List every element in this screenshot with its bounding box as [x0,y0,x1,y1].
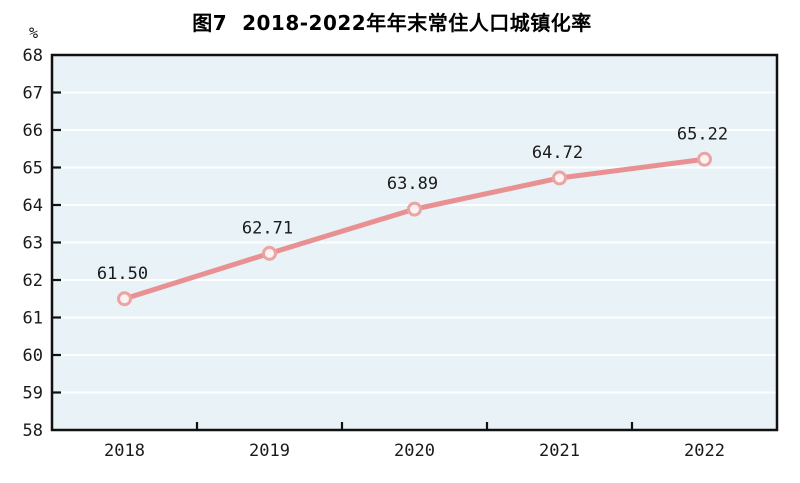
x-tick-label: 2019 [249,441,290,461]
x-tick-label: 2021 [539,441,580,461]
y-tick-label: 66 [23,121,43,141]
y-tick-label: 58 [23,421,43,441]
y-tick-label: 65 [23,159,43,179]
x-tick-label: 2018 [104,441,145,461]
data-point-marker [262,245,277,261]
y-tick-label: 60 [23,346,43,366]
y-tick-label: 67 [23,84,43,104]
y-tick-label: 62 [23,271,43,291]
data-point-marker [407,201,422,217]
y-tick-label: 68 [23,46,43,66]
y-tick-label: 59 [23,384,43,404]
x-tick-label: 2020 [394,441,435,461]
y-tick-label: 63 [23,234,43,254]
x-tick-label: 2022 [684,441,725,461]
data-point-marker [117,291,132,307]
chart-title: 图7 2018-2022年年末常住人口城镇化率 [192,11,592,35]
data-point-marker [552,170,567,186]
y-tick-label: 61 [23,309,43,329]
data-point-label: 65.22 [677,124,728,144]
data-point-label: 62.71 [242,218,293,238]
y-axis-unit-label: % [28,24,38,42]
data-point-label: 61.50 [97,264,148,284]
data-point-label: 64.72 [532,143,583,163]
data-point-label: 63.89 [387,174,438,194]
y-tick-label: 64 [23,196,43,216]
data-point-marker [697,151,712,167]
